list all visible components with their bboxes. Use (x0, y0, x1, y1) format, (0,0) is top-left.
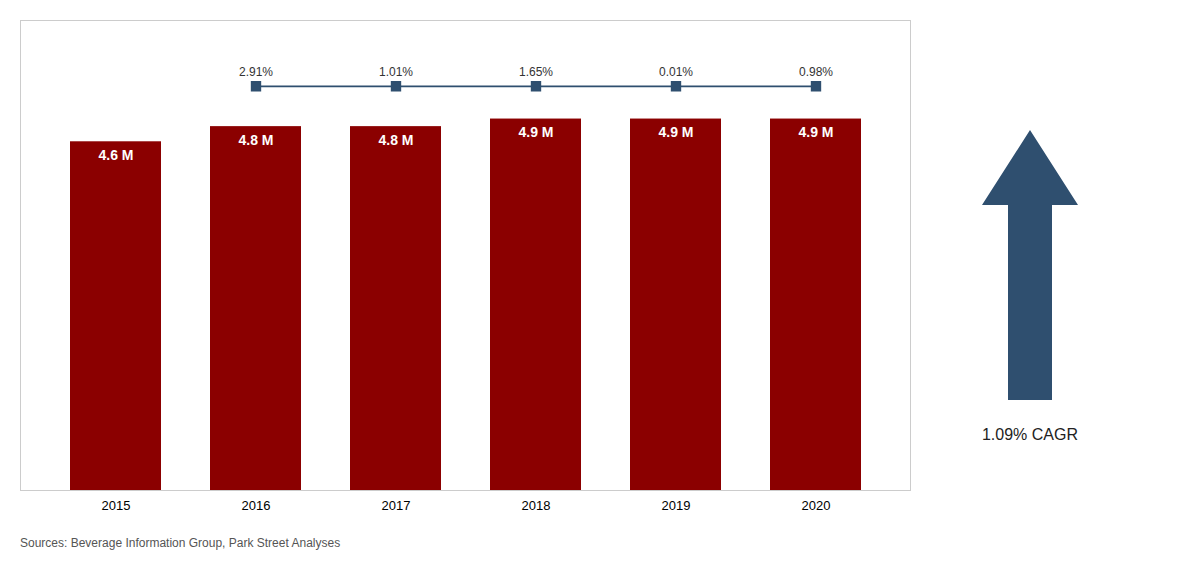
html-text:Sources: Beverage Information: Sources: Beverage Information Group, Par… (20, 536, 341, 550)
svg-text:2015: 2015 (102, 498, 131, 513)
svg-text:1.65%: 1.65% (519, 65, 553, 79)
svg-text:1.01%: 1.01% (379, 65, 413, 79)
svg-text:1.09% CAGR: 1.09% CAGR (982, 426, 1078, 443)
svg-text:0.01%: 0.01% (659, 65, 693, 79)
svg-text:4.6 M: 4.6 M (98, 147, 133, 163)
svg-text:2018: 2018 (522, 498, 551, 513)
svg-text:4.9 M: 4.9 M (518, 124, 553, 140)
svg-text:4.9 M: 4.9 M (658, 124, 693, 140)
svg-text:2016: 2016 (242, 498, 271, 513)
svg-text:2019: 2019 (662, 498, 691, 513)
svg-text:4.8 M: 4.8 M (238, 132, 273, 148)
svg-text:0.98%: 0.98% (799, 65, 833, 79)
svg-text:2017: 2017 (382, 498, 411, 513)
svg-text:4.8 M: 4.8 M (378, 132, 413, 148)
svg-text:2.91%: 2.91% (239, 65, 273, 79)
svg-text:2020: 2020 (802, 498, 831, 513)
svg-text:4.9 M: 4.9 M (798, 124, 833, 140)
